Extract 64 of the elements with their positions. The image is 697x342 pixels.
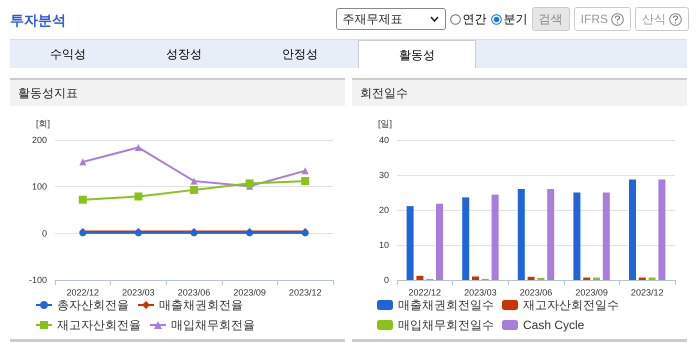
point — [302, 167, 309, 174]
text: 성장성 — [165, 46, 203, 63]
y-axis-title: [일] — [378, 118, 392, 128]
legend-label: 매출채권회전일수 — [398, 298, 494, 312]
y-tick-label: 40 — [378, 135, 389, 145]
point — [78, 196, 87, 204]
point — [134, 192, 142, 200]
bar — [406, 206, 414, 280]
legend-label: 매입채무회전율 — [171, 318, 255, 332]
bar — [547, 189, 554, 280]
bar — [602, 192, 610, 280]
text: 분기 — [502, 10, 528, 28]
point — [301, 177, 310, 186]
legend-label: 재고자산회전일수 — [523, 298, 619, 312]
x-tick-label: 2023/09 — [575, 288, 608, 298]
chart-title: 활동성지표 — [10, 80, 345, 106]
y-tick-label: 100 — [32, 182, 47, 192]
x-tick-label: 2023/03 — [122, 288, 155, 298]
select-field: 주재무제표 — [336, 8, 446, 30]
y-tick-label: 0 — [384, 275, 389, 285]
x-tick-label: 2023/06 — [520, 288, 552, 298]
point — [190, 178, 198, 185]
point — [134, 144, 142, 151]
bar — [416, 276, 424, 280]
bar — [658, 180, 666, 280]
y-tick-label: 10 — [378, 240, 389, 250]
bar — [573, 192, 580, 280]
y-tick-label: 20 — [378, 205, 389, 215]
point — [79, 158, 86, 166]
bar — [472, 276, 479, 280]
x-tick-label: 2023/09 — [233, 288, 266, 298]
legend-label: 매출채권회전율 — [159, 298, 243, 312]
legend-label: 총자산회전율 — [57, 298, 129, 312]
chart-title: 회전일수 — [352, 80, 687, 106]
text: 투자분석 — [10, 12, 66, 30]
point — [246, 179, 254, 188]
legend-label: 재고자산회전율 — [57, 318, 141, 332]
point — [190, 186, 198, 194]
text: 수익성 — [49, 46, 87, 63]
text: 활동성 — [358, 40, 476, 68]
y-tick-label: -100 — [28, 275, 47, 285]
x-tick-label: 2022/12 — [408, 288, 442, 298]
x-tick-label: 2023/03 — [464, 288, 497, 298]
bar — [528, 276, 535, 280]
text: IFRS — [574, 7, 631, 31]
bar — [492, 194, 499, 280]
x-tick-label: 2023/06 — [178, 288, 210, 298]
legend-label: Cash Cycle — [523, 318, 585, 332]
y-tick-label: 0 — [42, 228, 47, 238]
bar — [436, 204, 443, 280]
bar — [518, 189, 525, 280]
text: 검색 — [532, 7, 570, 31]
text: 산식 — [635, 7, 689, 31]
x-tick-label: 2023/12 — [630, 288, 664, 298]
y-axis-title: [회] — [36, 118, 50, 128]
text: 안정성 — [281, 46, 319, 63]
text: 연간 — [462, 10, 487, 28]
y-tick-label: 200 — [32, 135, 47, 145]
bar — [462, 197, 470, 280]
x-tick-label: 2022/12 — [66, 288, 100, 298]
x-tick-label: 2023/12 — [288, 288, 322, 298]
y-tick-label: 30 — [378, 170, 389, 180]
bar — [629, 180, 636, 280]
legend-label: 매입채무회전일수 — [398, 318, 494, 332]
